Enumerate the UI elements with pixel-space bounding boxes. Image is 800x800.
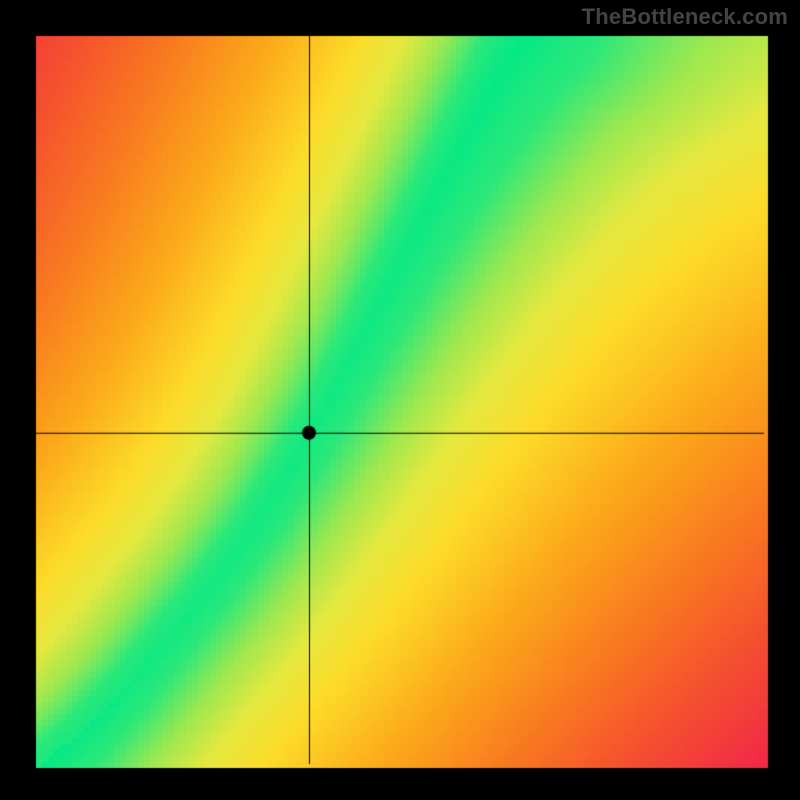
heatmap-canvas [0,0,800,800]
watermark-text: TheBottleneck.com [582,4,788,30]
